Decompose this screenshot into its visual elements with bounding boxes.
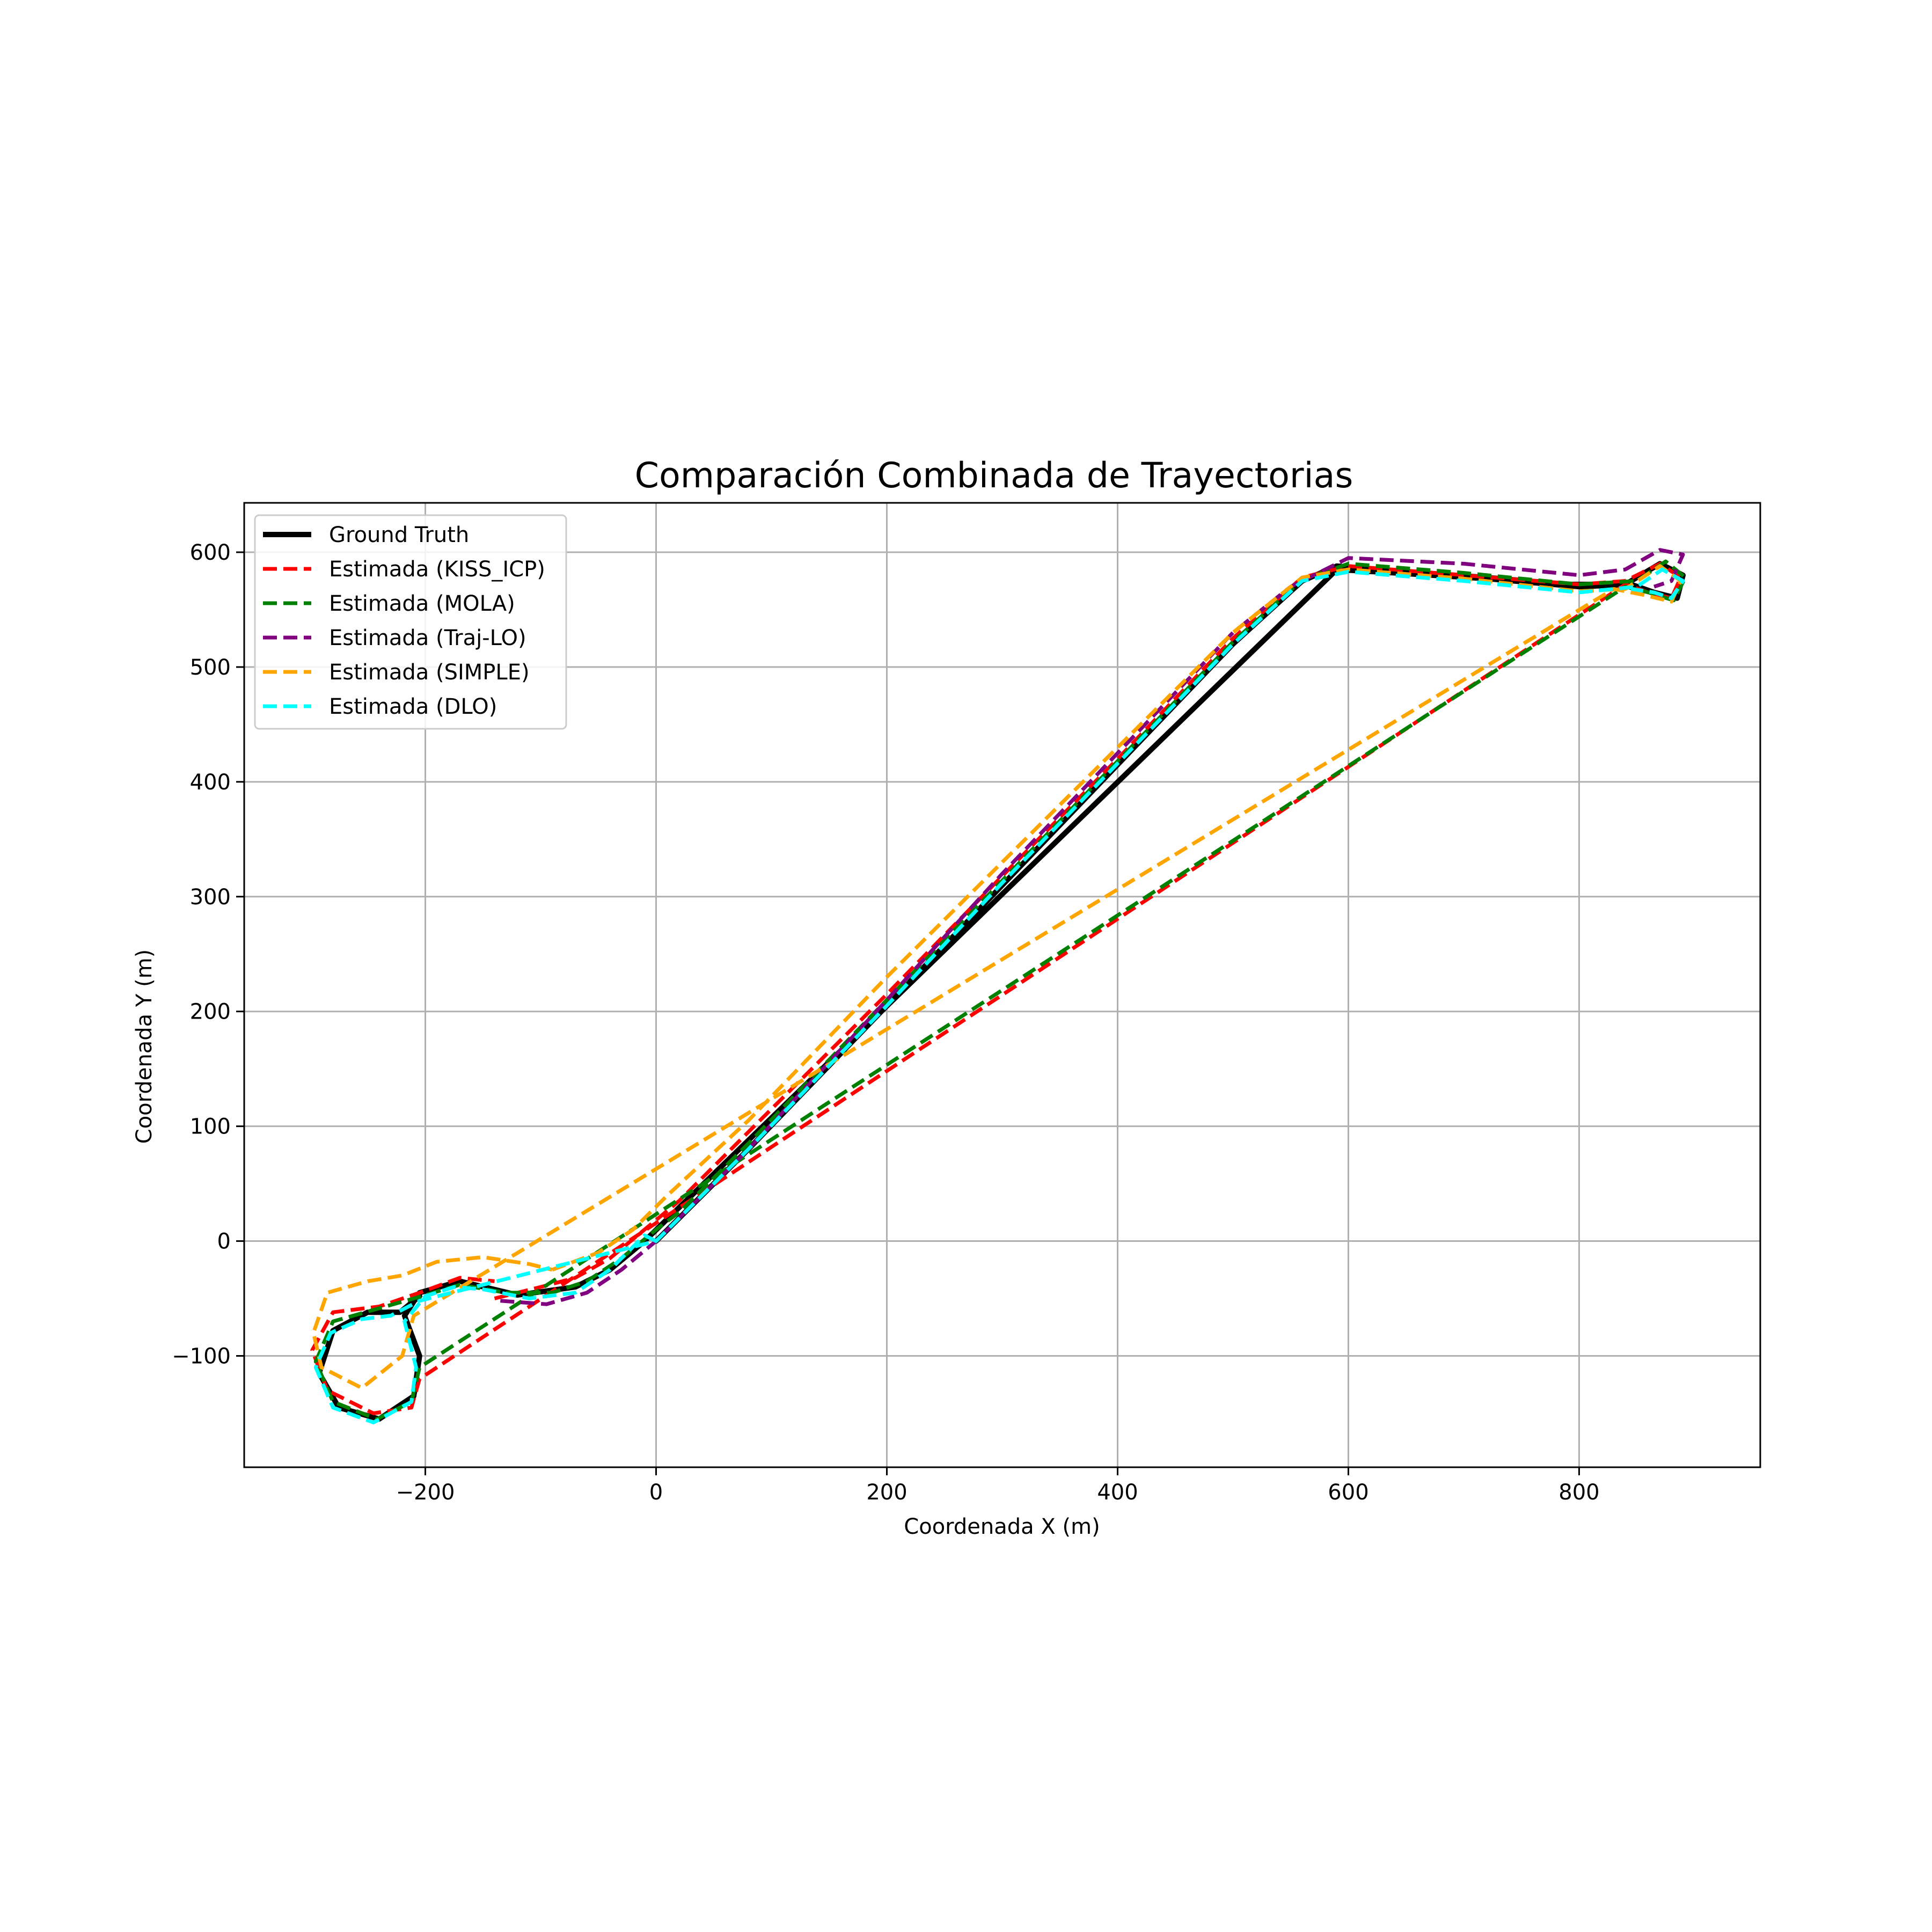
- legend-label-5: Estimada (DLO): [329, 694, 497, 719]
- y-tick-label: 200: [190, 1000, 231, 1024]
- x-axis-ticks: −200 0 200 400 600 800: [396, 1467, 1600, 1505]
- x-tick-label: −200: [396, 1480, 455, 1505]
- x-tick-label: 400: [1097, 1480, 1138, 1505]
- y-tick-label: 300: [190, 885, 231, 910]
- y-tick-label: 600: [190, 540, 231, 565]
- x-tick-label: 200: [866, 1480, 907, 1505]
- legend-label-4: Estimada (SIMPLE): [329, 660, 530, 685]
- legend: Ground Truth Estimada (KISS_ICP) Estimada …: [255, 515, 566, 729]
- y-tick-label: −100: [172, 1344, 231, 1368]
- x-axis-label: Coordenada X (m): [904, 1514, 1100, 1539]
- legend-label-0: Ground Truth: [329, 523, 469, 547]
- x-tick-label: 0: [649, 1480, 663, 1505]
- chart-title: Comparación Combinada de Trayectorias: [635, 456, 1353, 496]
- y-tick-label: 400: [190, 770, 231, 795]
- x-tick-label: 800: [1558, 1480, 1599, 1505]
- x-tick-label: 600: [1328, 1480, 1368, 1505]
- y-axis-ticks: −100 0 100 200 300 400 500 600: [172, 540, 244, 1369]
- legend-label-2: Estimada (MOLA): [329, 591, 515, 616]
- y-tick-label: 100: [190, 1115, 231, 1139]
- legend-label-1: Estimada (KISS_ICP): [329, 557, 545, 582]
- y-tick-label: 500: [190, 655, 231, 680]
- y-tick-label: 0: [217, 1230, 231, 1254]
- y-axis-label: Coordenada Y (m): [132, 949, 157, 1144]
- legend-label-3: Estimada (Traj-LO): [329, 626, 526, 650]
